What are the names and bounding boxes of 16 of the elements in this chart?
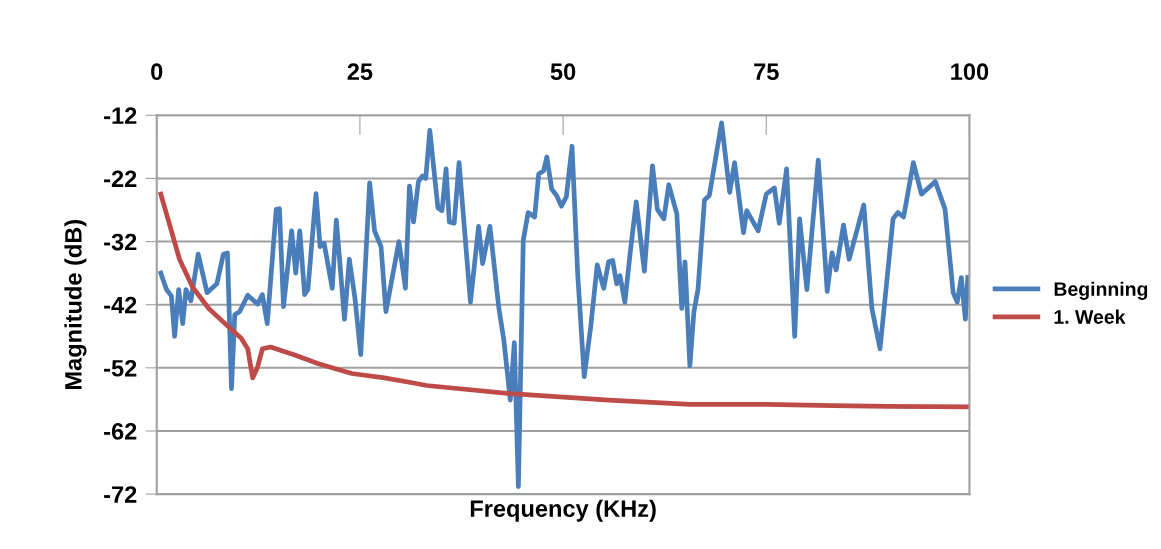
x-tick-label: 100 xyxy=(951,63,989,81)
x-tick-label: 75 xyxy=(754,63,779,81)
y-tick-label: -12 xyxy=(104,107,137,124)
legend-label: 1. Week xyxy=(1054,309,1126,324)
legend-label: Beginning xyxy=(1054,281,1148,300)
y-tick-label: -62 xyxy=(104,423,137,440)
x-tick-label: 0 xyxy=(151,63,163,81)
x-tick-label: 25 xyxy=(347,63,373,81)
y-axis-title: Magnitude (dB) xyxy=(64,219,87,390)
x-axis-title: Frequency (KHz) xyxy=(470,499,656,522)
y-tick-label: -22 xyxy=(104,170,137,187)
y-tick-label: -52 xyxy=(104,359,137,377)
y-tick-label: -32 xyxy=(104,233,137,251)
x-tick-label: 50 xyxy=(550,63,576,81)
y-tick-label: -42 xyxy=(104,296,137,314)
y-tick-label: -72 xyxy=(104,486,137,503)
